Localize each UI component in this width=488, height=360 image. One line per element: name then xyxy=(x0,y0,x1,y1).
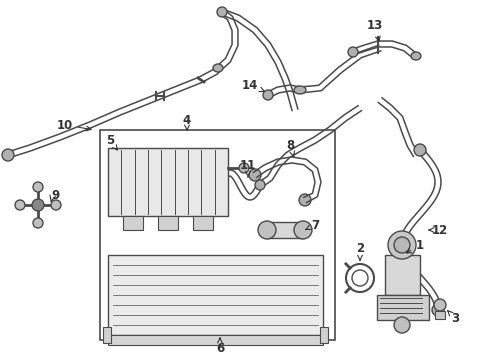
Text: 11: 11 xyxy=(240,158,256,177)
Bar xyxy=(434,311,444,319)
Bar xyxy=(319,327,327,343)
Ellipse shape xyxy=(213,64,223,72)
Text: 7: 7 xyxy=(305,219,318,231)
Circle shape xyxy=(387,231,415,259)
Circle shape xyxy=(33,182,43,192)
Circle shape xyxy=(413,144,425,156)
Text: 10: 10 xyxy=(57,118,91,131)
Circle shape xyxy=(195,180,204,190)
Circle shape xyxy=(254,180,264,190)
Circle shape xyxy=(393,317,409,333)
Bar xyxy=(123,216,142,230)
Text: 1: 1 xyxy=(406,239,423,253)
Circle shape xyxy=(15,200,25,210)
Circle shape xyxy=(32,199,44,211)
Bar xyxy=(108,255,323,335)
Circle shape xyxy=(347,47,357,57)
Circle shape xyxy=(239,163,248,173)
Text: 6: 6 xyxy=(215,338,224,355)
Circle shape xyxy=(2,149,14,161)
Bar xyxy=(108,148,227,216)
Text: 4: 4 xyxy=(183,113,191,130)
Circle shape xyxy=(51,200,61,210)
Bar xyxy=(100,130,334,340)
Circle shape xyxy=(217,7,226,17)
Circle shape xyxy=(431,304,443,316)
Ellipse shape xyxy=(410,52,420,60)
Text: 13: 13 xyxy=(366,18,382,41)
Bar xyxy=(108,335,323,345)
Bar xyxy=(193,216,213,230)
Circle shape xyxy=(263,90,272,100)
Circle shape xyxy=(393,237,409,253)
Ellipse shape xyxy=(293,86,305,94)
Text: 5: 5 xyxy=(106,134,117,150)
Bar xyxy=(376,295,428,320)
Circle shape xyxy=(248,169,261,181)
Text: 2: 2 xyxy=(355,242,364,260)
Text: 9: 9 xyxy=(51,189,59,202)
Circle shape xyxy=(293,221,311,239)
Bar xyxy=(158,216,178,230)
Circle shape xyxy=(258,221,275,239)
Text: 12: 12 xyxy=(428,224,447,237)
Text: 8: 8 xyxy=(285,139,294,157)
Circle shape xyxy=(433,299,445,311)
Text: 14: 14 xyxy=(242,78,264,91)
Text: 3: 3 xyxy=(447,311,458,324)
Bar xyxy=(384,255,419,295)
Bar xyxy=(266,222,303,238)
Circle shape xyxy=(33,218,43,228)
Bar xyxy=(103,327,111,343)
Circle shape xyxy=(298,194,310,206)
